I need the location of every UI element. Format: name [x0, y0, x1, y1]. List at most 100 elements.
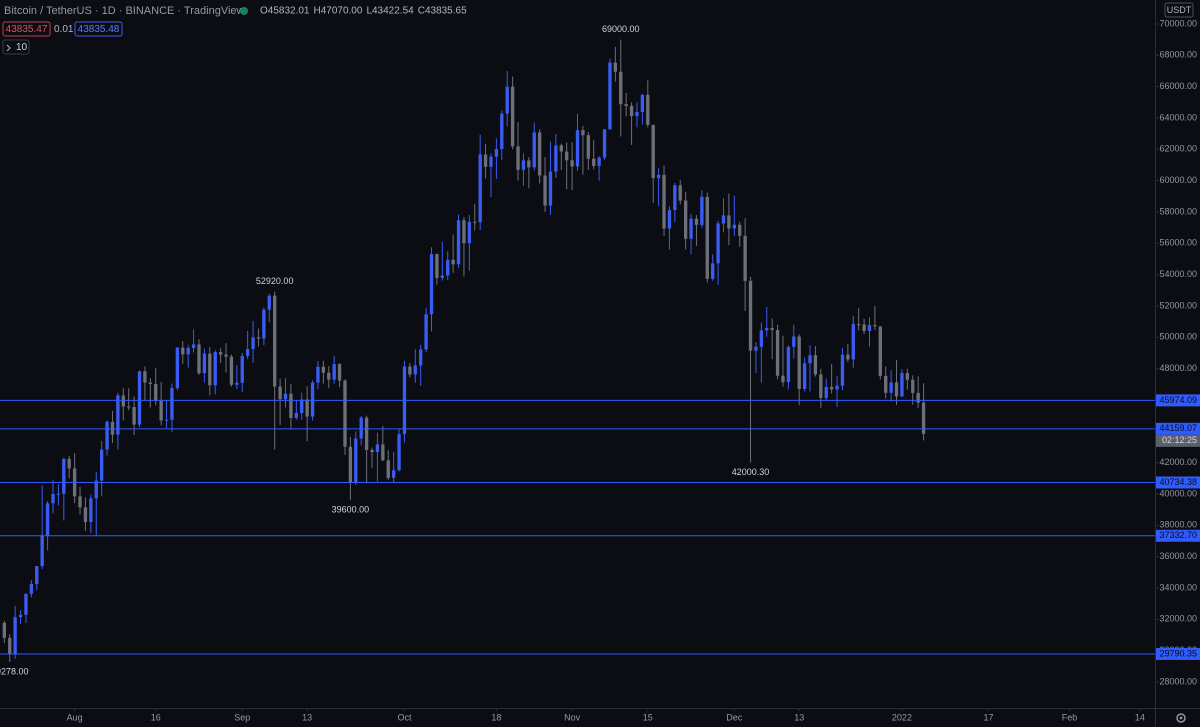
candle-body [89, 498, 93, 523]
candle-body [857, 324, 861, 326]
candle-body [191, 344, 196, 348]
candle-body [127, 406, 131, 408]
candle-body [170, 388, 174, 420]
candle-body [835, 385, 839, 390]
indicators-toggle[interactable] [2, 39, 30, 55]
x-tick-label: 18 [491, 712, 501, 722]
candle-body [878, 326, 882, 376]
candle-body [51, 493, 55, 504]
currency-box[interactable] [1164, 2, 1194, 18]
candle-body [251, 337, 255, 350]
y-tick-label: 66000.00 [1159, 81, 1197, 91]
candle-body [359, 417, 363, 439]
candle-body [640, 94, 645, 113]
candle-body [840, 354, 845, 386]
candle-body [429, 253, 434, 315]
candle-body [527, 160, 531, 168]
candle-body [575, 130, 580, 167]
candle-body [586, 135, 590, 159]
candle-body [608, 62, 612, 130]
y-tick-label: 52000.00 [1159, 300, 1197, 310]
candle-body [781, 375, 785, 383]
ohlc-value: O45832.01 [260, 6, 310, 17]
candle-body [305, 399, 309, 417]
candle-body [256, 337, 261, 339]
y-tick-label: 68000.00 [1159, 50, 1197, 60]
candle-body [229, 356, 234, 385]
candle-body [175, 347, 180, 389]
candle-body [775, 329, 780, 376]
candle-body [689, 218, 693, 239]
candle-body [873, 325, 877, 327]
candle-body [40, 535, 44, 567]
candle-body [343, 380, 347, 447]
candle-body [2, 622, 7, 638]
y-tick-label: 60000.00 [1159, 175, 1197, 185]
candle-body [565, 151, 569, 161]
candle-body [143, 371, 147, 383]
candle-body [900, 373, 904, 397]
candle-body [765, 328, 769, 331]
candle-body [554, 145, 558, 172]
candle-body [867, 325, 872, 332]
candle-body [413, 365, 417, 375]
candle-body [635, 112, 639, 117]
candle-body [224, 354, 228, 357]
settings-icon[interactable] [1176, 713, 1186, 723]
y-tick-label: 32000.00 [1159, 614, 1197, 624]
x-tick-label: Sep [234, 712, 250, 722]
symbol-title: Bitcoin / TetherUS · 1D · BINANCE · Trad… [4, 5, 245, 17]
candle-body [489, 156, 493, 167]
level-label-box [1156, 647, 1200, 660]
ohlc-value: L43422.54 [366, 6, 414, 17]
candle-body [613, 62, 618, 72]
candle-body [905, 373, 910, 380]
candle-body [467, 221, 472, 244]
price-annotation: 42000.30 [732, 467, 770, 477]
candle-body [673, 185, 677, 211]
level-label: 44159.07 [1159, 423, 1197, 433]
x-tick-label: Dec [726, 712, 743, 722]
candle-body [624, 104, 628, 106]
candle-body [700, 196, 704, 225]
level-label: 37332.70 [1159, 530, 1197, 540]
level-label-box [1156, 529, 1200, 542]
candle-body [716, 223, 720, 264]
candle-body [262, 309, 266, 339]
candle-body [332, 364, 336, 380]
candle-body [424, 314, 428, 350]
y-tick-label: 48000.00 [1159, 363, 1197, 373]
candle-body [148, 382, 152, 385]
y-tick-label: 54000.00 [1159, 269, 1197, 279]
bid-box[interactable] [2, 21, 51, 37]
candle-body [678, 185, 682, 201]
candle-body [543, 175, 547, 206]
candle-body [732, 224, 736, 229]
candle-body [327, 372, 331, 380]
candle-body [748, 280, 753, 351]
x-tick-label: 13 [794, 712, 804, 722]
candle-body [619, 71, 623, 105]
candle-body [310, 382, 315, 417]
candle-body [770, 328, 774, 330]
x-tick-label: Feb [1062, 712, 1078, 722]
candle-body [202, 353, 207, 374]
candle-body [289, 393, 293, 419]
candle-body [386, 460, 390, 478]
candle-body [570, 160, 574, 167]
candle-body [592, 158, 596, 166]
level-label: 40734.38 [1159, 477, 1197, 487]
countdown-box [1156, 434, 1200, 447]
candle-body [45, 503, 50, 536]
candle-body [705, 196, 709, 279]
x-tick-label: 13 [302, 712, 312, 722]
candle-body [894, 382, 899, 397]
candle-body [13, 617, 17, 654]
ask-box[interactable] [74, 21, 123, 37]
price-annotation: 69000.00 [602, 24, 640, 34]
candle-body [694, 218, 699, 225]
y-tick-label: 28000.00 [1159, 676, 1197, 686]
candle-body [105, 421, 109, 450]
